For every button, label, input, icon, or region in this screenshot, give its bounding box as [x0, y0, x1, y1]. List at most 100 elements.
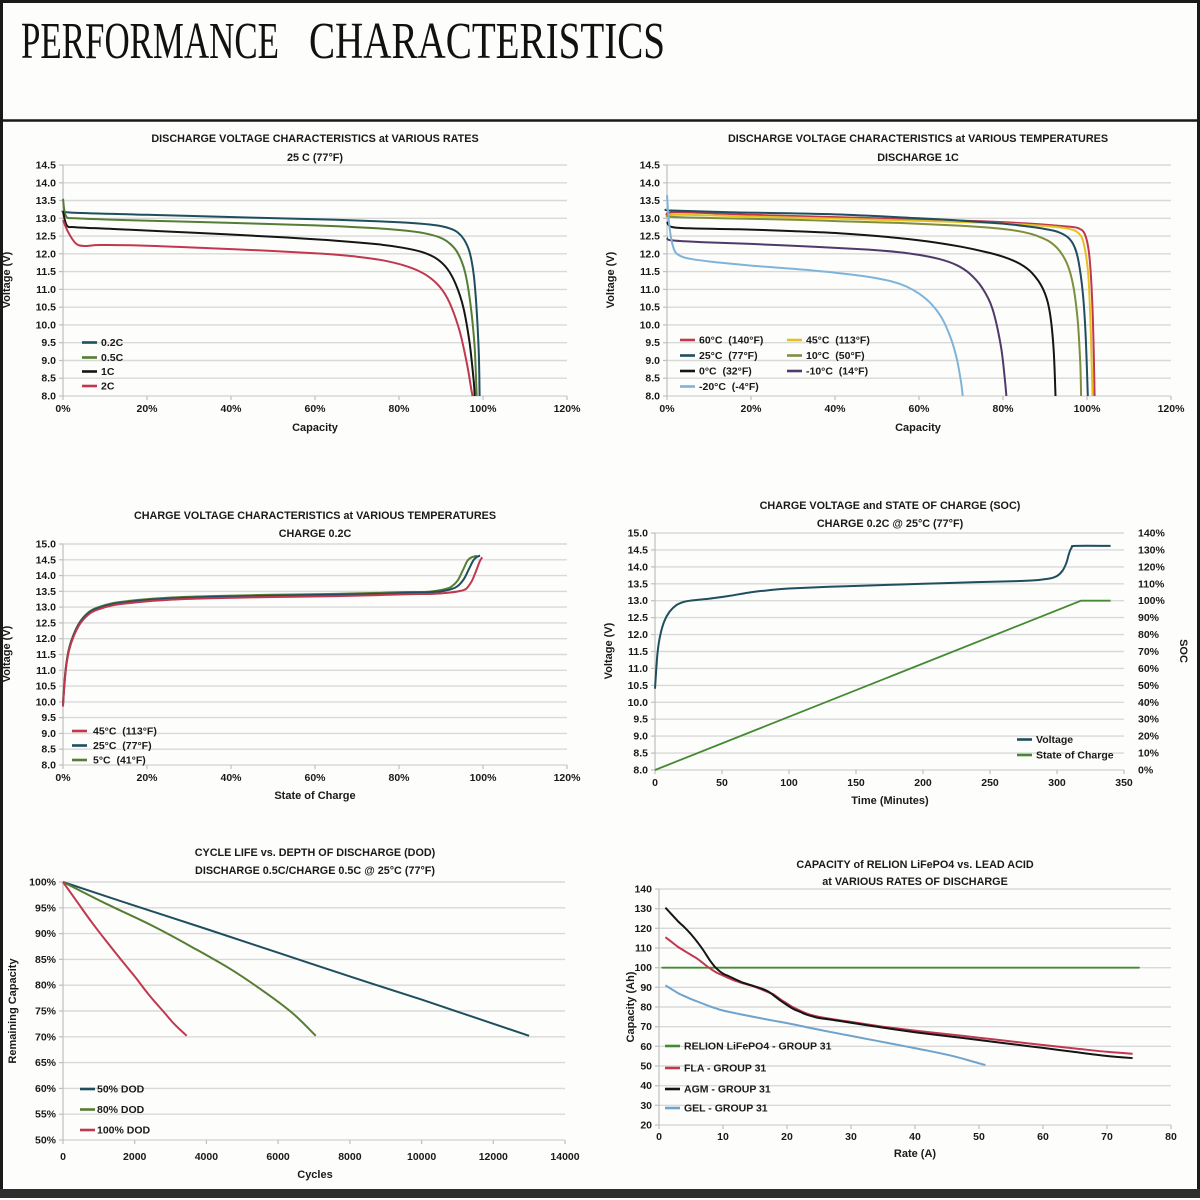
svg-text:140: 140 — [634, 884, 652, 896]
svg-text:50% DOD: 50% DOD — [97, 1084, 145, 1096]
svg-text:100: 100 — [634, 962, 652, 974]
svg-text:15.0: 15.0 — [628, 528, 649, 540]
svg-text:65%: 65% — [35, 1057, 57, 1069]
svg-text:90%: 90% — [1138, 612, 1160, 624]
svg-text:40%: 40% — [1138, 697, 1160, 709]
svg-text:80: 80 — [640, 1002, 652, 1014]
svg-text:90%: 90% — [35, 928, 57, 940]
svg-text:250: 250 — [981, 777, 999, 789]
svg-text:30%: 30% — [1138, 714, 1160, 726]
svg-text:80%: 80% — [35, 980, 57, 992]
svg-text:CAPACITY of RELION LiFePO4 vs.: CAPACITY of RELION LiFePO4 vs. LEAD ACID — [796, 859, 1034, 871]
svg-text:20%: 20% — [740, 403, 762, 415]
svg-text:Capacity: Capacity — [292, 422, 339, 434]
svg-text:SOC: SOC — [1177, 639, 1189, 663]
svg-text:13.5: 13.5 — [36, 195, 57, 207]
svg-text:45°C (113°F): 45°C (113°F) — [806, 335, 870, 347]
svg-text:50: 50 — [716, 777, 728, 789]
svg-text:-10°C (14°F): -10°C (14°F) — [806, 366, 868, 378]
svg-text:11.0: 11.0 — [628, 663, 648, 675]
svg-text:0%: 0% — [659, 403, 675, 415]
svg-text:9.5: 9.5 — [41, 712, 56, 724]
svg-text:DISCHARGE VOLTAGE CHARACTERIST: DISCHARGE VOLTAGE CHARACTERISTICS at VAR… — [151, 133, 478, 145]
svg-text:Time (Minutes): Time (Minutes) — [851, 795, 929, 807]
svg-text:12.0: 12.0 — [36, 633, 57, 645]
svg-text:8.5: 8.5 — [645, 373, 660, 385]
svg-text:130: 130 — [634, 903, 652, 915]
svg-text:110: 110 — [635, 943, 652, 955]
svg-text:12.5: 12.5 — [640, 231, 661, 243]
svg-text:11.5: 11.5 — [36, 649, 56, 661]
svg-text:70: 70 — [1101, 1131, 1113, 1143]
svg-text:10.5: 10.5 — [36, 681, 57, 693]
svg-text:60%: 60% — [1138, 663, 1160, 675]
svg-text:at VARIOUS RATES OF DISCHARGE: at VARIOUS RATES OF DISCHARGE — [822, 876, 1008, 888]
svg-text:14.5: 14.5 — [628, 544, 649, 556]
svg-text:12.5: 12.5 — [36, 617, 57, 629]
svg-text:14.0: 14.0 — [628, 561, 649, 573]
svg-text:9.5: 9.5 — [633, 714, 648, 726]
svg-text:Capacity (Ah): Capacity (Ah) — [625, 971, 637, 1042]
svg-text:80%: 80% — [388, 772, 410, 784]
svg-text:11.0: 11.0 — [36, 284, 56, 296]
svg-text:State of Charge: State of Charge — [274, 790, 355, 802]
svg-text:30: 30 — [640, 1100, 652, 1112]
svg-text:5°C (41°F): 5°C (41°F) — [93, 755, 146, 767]
svg-text:Cycles: Cycles — [297, 1169, 332, 1181]
svg-text:14.0: 14.0 — [640, 177, 661, 189]
svg-text:25 C (77°F): 25 C (77°F) — [287, 152, 343, 164]
svg-text:14.5: 14.5 — [640, 160, 661, 172]
svg-text:85%: 85% — [35, 954, 57, 966]
svg-text:10.0: 10.0 — [36, 319, 57, 331]
svg-text:13.0: 13.0 — [36, 213, 57, 225]
svg-text:0: 0 — [60, 1151, 66, 1163]
svg-text:0: 0 — [652, 777, 658, 789]
svg-text:9.0: 9.0 — [633, 731, 648, 743]
svg-text:DISCHARGE VOLTAGE CHARACTERIST: DISCHARGE VOLTAGE CHARACTERISTICS at VAR… — [728, 133, 1108, 145]
svg-text:50: 50 — [973, 1131, 985, 1143]
svg-text:12.5: 12.5 — [36, 231, 57, 243]
svg-text:150: 150 — [847, 777, 865, 789]
svg-text:State of Charge: State of Charge — [1036, 750, 1114, 762]
svg-text:120: 120 — [634, 923, 652, 935]
svg-text:50%: 50% — [35, 1135, 57, 1147]
svg-text:CHARGE 0.2C @ 25°C (77°F): CHARGE 0.2C @ 25°C (77°F) — [817, 518, 964, 530]
svg-text:0%: 0% — [1138, 765, 1154, 777]
svg-text:Voltage (V): Voltage (V) — [605, 251, 617, 308]
svg-text:10.0: 10.0 — [628, 697, 649, 709]
svg-text:10: 10 — [717, 1131, 729, 1143]
svg-text:Remaining Capacity: Remaining Capacity — [7, 958, 19, 1064]
svg-text:140%: 140% — [1138, 528, 1166, 540]
svg-text:10000: 10000 — [407, 1151, 436, 1163]
svg-text:AGM - GROUP 31: AGM - GROUP 31 — [684, 1084, 771, 1096]
svg-text:12.5: 12.5 — [628, 612, 649, 624]
svg-text:100: 100 — [780, 777, 798, 789]
svg-text:45°C (113°F): 45°C (113°F) — [93, 726, 157, 738]
svg-text:70%: 70% — [1138, 646, 1160, 658]
svg-text:8000: 8000 — [338, 1151, 362, 1163]
svg-text:CHARGE VOLTAGE and STATE OF CH: CHARGE VOLTAGE and STATE OF CHARGE (SOC) — [760, 500, 1021, 512]
svg-text:DISCHARGE 1C: DISCHARGE 1C — [877, 152, 959, 164]
svg-text:12.0: 12.0 — [628, 629, 649, 641]
svg-text:14.0: 14.0 — [36, 177, 57, 189]
svg-text:10.0: 10.0 — [640, 319, 661, 331]
svg-text:14.5: 14.5 — [36, 554, 57, 566]
svg-text:25°C (77°F): 25°C (77°F) — [699, 350, 758, 362]
svg-text:130%: 130% — [1138, 544, 1166, 556]
svg-text:100%: 100% — [470, 772, 498, 784]
svg-text:40%: 40% — [220, 403, 242, 415]
svg-text:PERFORMANCE: PERFORMANCE — [21, 13, 279, 70]
svg-text:20: 20 — [640, 1120, 652, 1132]
svg-text:0.2C: 0.2C — [101, 337, 124, 349]
svg-text:80% DOD: 80% DOD — [97, 1104, 145, 1116]
svg-text:12.0: 12.0 — [36, 248, 57, 260]
svg-text:60: 60 — [640, 1041, 652, 1053]
svg-text:10.5: 10.5 — [640, 302, 661, 314]
svg-text:60%: 60% — [908, 403, 930, 415]
svg-text:Voltage (V): Voltage (V) — [1, 625, 13, 682]
svg-text:55%: 55% — [35, 1109, 57, 1121]
svg-text:40%: 40% — [220, 772, 242, 784]
svg-text:9.5: 9.5 — [645, 337, 660, 349]
svg-text:11.5: 11.5 — [628, 646, 648, 658]
svg-text:2000: 2000 — [123, 1151, 147, 1163]
